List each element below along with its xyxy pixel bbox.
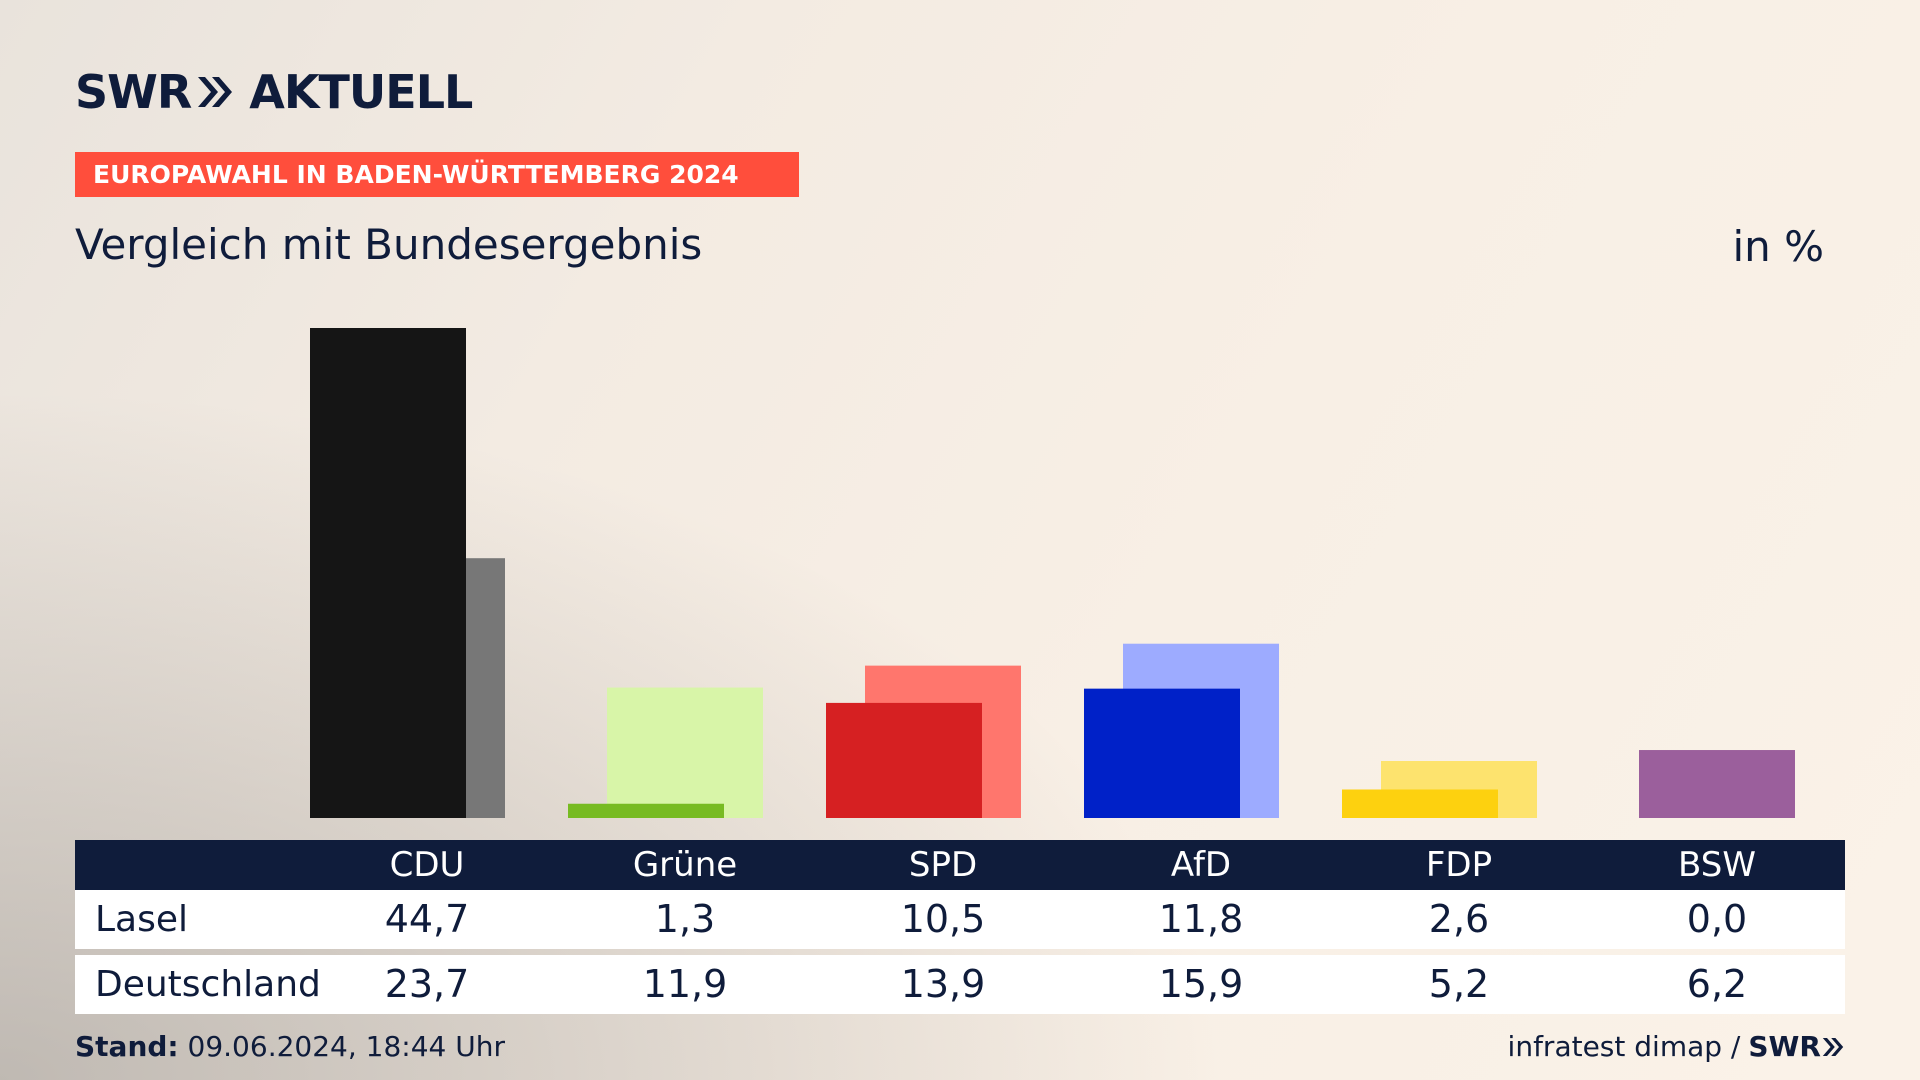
table-header: CDU Grüne SPD AfD FDP BSW — [75, 840, 1845, 890]
value-lasel-fdp: 2,6 — [1428, 897, 1490, 941]
column-header-grüne: Grüne — [632, 845, 738, 885]
bar-lasel-grüne — [568, 803, 724, 818]
table-row-deutschland: Deutschland 23,7 11,9 13,9 15,9 5,2 6,2 — [75, 955, 1845, 1014]
unit-label: in % — [1732, 222, 1824, 271]
results-table: CDU Grüne SPD AfD FDP BSW Lasel 44,7 1,3 10,5 11… — [75, 840, 1845, 1014]
election-ribbon: EUROPAWAHL IN BADEN-WÜRTTEMBERG 2024 — [75, 152, 799, 197]
table-row-lasel: Lasel 44,7 1,3 10,5 11,8 2,6 0,0 — [75, 890, 1845, 949]
value-deutschland-fdp: 5,2 — [1428, 962, 1490, 1006]
row-label: Lasel — [95, 899, 189, 940]
timestamp: Stand: 09.06.2024, 18:44 Uhr — [75, 1030, 505, 1063]
value-lasel-afd: 11,8 — [1158, 897, 1244, 941]
row-label: Deutschland — [95, 964, 321, 1005]
small-logo-text: SWR — [1748, 1030, 1821, 1063]
value-deutschland-spd: 13,9 — [900, 962, 986, 1006]
column-header-cdu: CDU — [389, 845, 465, 885]
bar-deutschland-bsw — [1639, 750, 1795, 818]
double-chevron-icon — [198, 77, 233, 107]
value-lasel-cdu: 44,7 — [384, 897, 470, 941]
value-lasel-bsw: 0,0 — [1686, 897, 1748, 941]
source-credit: infratest dimap / SWR — [1508, 1030, 1845, 1063]
column-header-afd: AfD — [1170, 845, 1232, 885]
logo-swr-text: SWR — [75, 65, 192, 119]
column-header-fdp: FDP — [1425, 845, 1493, 885]
bar-lasel-fdp — [1342, 789, 1498, 818]
swr-aktuell-logo: SWR AKTUELL — [75, 64, 473, 120]
value-deutschland-afd: 15,9 — [1158, 962, 1244, 1006]
bar-lasel-spd — [826, 702, 982, 818]
value-lasel-grüne: 1,3 — [654, 897, 716, 941]
logo-aktuell-text: AKTUELL — [249, 65, 473, 119]
swr-small-logo: SWR — [1748, 1030, 1845, 1063]
bar-lasel-afd — [1084, 688, 1240, 818]
source-text: infratest dimap / — [1507, 1030, 1741, 1063]
stand-label: Stand: — [75, 1030, 179, 1063]
value-deutschland-bsw: 6,2 — [1686, 962, 1748, 1006]
value-deutschland-cdu: 23,7 — [384, 962, 470, 1006]
chart-subtitle: Vergleich mit Bundesergebnis — [75, 220, 703, 269]
bar-chart — [310, 328, 1795, 818]
value-deutschland-grüne: 11,9 — [642, 962, 728, 1006]
value-lasel-spd: 10,5 — [900, 897, 986, 941]
column-header-spd: SPD — [908, 845, 978, 885]
column-header-bsw: BSW — [1678, 845, 1756, 885]
bar-deutschland-grüne — [607, 687, 763, 818]
stand-value: 09.06.2024, 18:44 Uhr — [187, 1030, 505, 1063]
double-chevron-icon — [1822, 1037, 1844, 1056]
bar-lasel-cdu — [310, 328, 466, 818]
